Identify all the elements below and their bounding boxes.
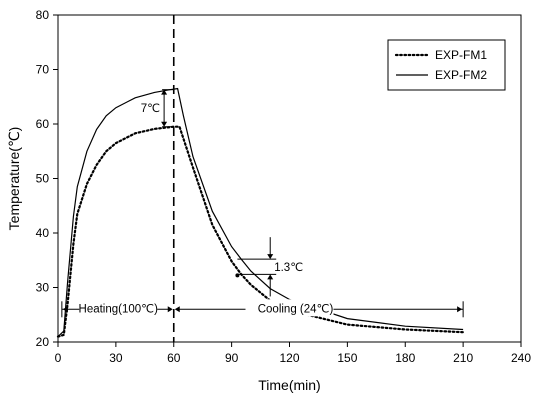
peak-gap-arrow-head-down <box>161 121 168 127</box>
x-tick-label: 60 <box>167 351 181 365</box>
legend-label-exp-fm1: EXP-FM1 <box>435 48 487 62</box>
legend: EXP-FM1 EXP-FM2 <box>387 39 506 91</box>
y-axis-title: Temperature(℃) <box>6 127 22 231</box>
x-tick-label: 180 <box>395 351 415 365</box>
cooling-label-bg <box>245 299 334 317</box>
legend-box <box>387 39 506 91</box>
cooling-label: Cooling (24℃) <box>258 303 334 315</box>
cooling-gap-arrow-head-down <box>267 254 274 260</box>
x-tick-label: 210 <box>453 351 473 365</box>
peak-gap-label: 7℃ <box>141 103 160 115</box>
y-tick-label: 40 <box>36 226 50 240</box>
heating-label: Heating(100℃) <box>79 303 159 315</box>
y-tick-label: 80 <box>36 8 50 22</box>
x-tick-label: 30 <box>109 351 123 365</box>
y-tick-label: 50 <box>36 172 50 186</box>
x-axis-title: Time(min) <box>258 377 320 393</box>
x-tick-label: 0 <box>55 351 62 365</box>
x-tick-label: 120 <box>279 351 299 365</box>
y-tick-label: 60 <box>36 117 50 131</box>
y-axis-ticks: 20 30 40 50 60 70 80 <box>36 8 58 349</box>
y-tick-label: 30 <box>36 281 50 295</box>
y-tick-label: 20 <box>36 335 50 349</box>
legend-label-exp-fm2: EXP-FM2 <box>435 68 487 82</box>
heating-span-arrow-left <box>62 306 68 313</box>
annotation-layer: 7℃ 1.3℃ Heating(100℃) Cooling (24℃) <box>61 15 464 342</box>
x-tick-label: 150 <box>337 351 357 365</box>
x-tick-label: 240 <box>511 351 531 365</box>
cooling-span-arrow-right <box>457 306 463 313</box>
cooling-gap-label: 1.3℃ <box>274 262 303 274</box>
cooling-gap-arrow-head-up <box>267 274 274 280</box>
cooling-gap-marker-dot <box>235 273 240 278</box>
heating-span-arrow-right <box>167 306 173 313</box>
heating-label-bg <box>79 299 158 317</box>
y-tick-label: 70 <box>36 63 50 77</box>
plot-area: 0 30 60 90 120 150 180 210 240 20 30 40 50 60 70 80 7℃… <box>36 8 532 365</box>
cooling-span-arrow-left <box>174 306 180 313</box>
x-tick-label: 90 <box>225 351 239 365</box>
peak-gap-arrow-head-up <box>161 89 168 95</box>
x-axis-ticks: 0 30 60 90 120 150 180 210 240 <box>55 342 531 365</box>
